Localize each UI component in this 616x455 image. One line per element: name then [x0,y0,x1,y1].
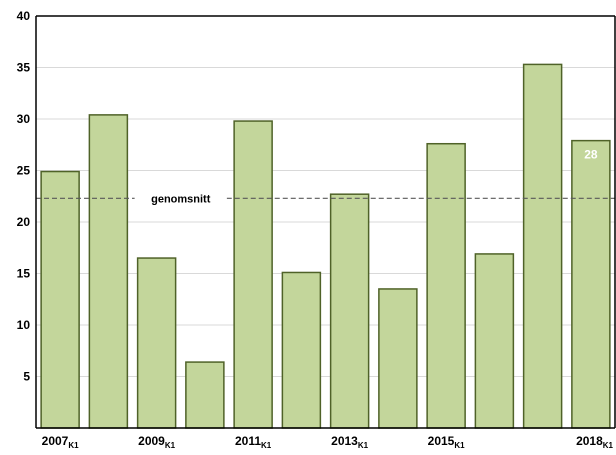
y-tick-label: 20 [17,215,31,229]
bars [40,63,611,429]
x-tick-quarter: K1 [603,441,614,450]
average-line-group: genomsnitt [36,190,615,207]
bar [281,271,322,429]
y-tick-labels: 40 35 30 25 20 15 10 5 [17,9,31,384]
y-tick-label: 10 [17,318,31,332]
x-tick-label: 2007K1 [42,434,79,450]
bar [40,170,80,429]
y-tick-label: 40 [17,9,31,23]
y-tick-label: 35 [17,61,31,75]
bar [522,63,563,429]
x-tick-label: 2009K1 [138,434,175,450]
y-tick-label: 25 [17,164,31,178]
bar [426,142,466,429]
x-tick-quarter: K1 [261,441,272,450]
x-tick-quarter: K1 [358,441,369,450]
x-tick-year: 2015 [428,434,455,448]
bar [571,139,611,429]
bar [88,114,129,429]
x-tick-label: 2018K1 [576,434,613,450]
x-tick-labels: 2007K1 2009K1 2011K1 2013K1 2015K1 2018K1 [42,434,614,450]
x-tick-year: 2007 [42,434,69,448]
x-tick-year: 2009 [138,434,165,448]
average-label: genomsnitt [151,193,211,205]
x-tick-year: 2011 [235,434,261,448]
bar [233,120,273,429]
x-tick-quarter: K1 [454,441,465,450]
bar [136,257,177,429]
x-tick-label: 2013K1 [331,434,368,450]
x-tick-label: 2011K1 [235,434,272,450]
bar [185,361,225,429]
average-label-background [134,190,227,207]
data-labels: 28 [584,148,598,162]
y-tick-label: 30 [17,112,31,126]
y-tick-label: 5 [23,370,30,384]
bar [474,253,515,429]
bar [329,193,370,429]
y-tick-label: 15 [17,267,31,281]
x-tick-quarter: K1 [68,441,79,450]
bar [378,288,418,429]
x-tick-year: 2013 [331,434,358,448]
x-tick-quarter: K1 [165,441,176,450]
gridlines [36,15,615,377]
x-tick-year: 2018 [576,434,603,448]
data-label: 28 [584,148,598,162]
x-tick-label: 2015K1 [428,434,465,450]
axes [35,15,616,429]
